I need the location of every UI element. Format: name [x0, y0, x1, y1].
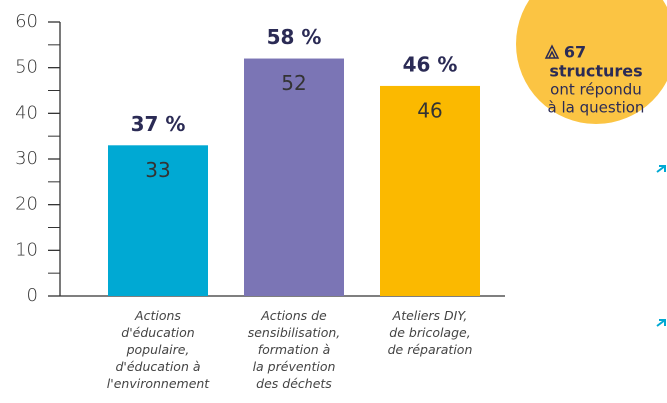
bar: [244, 58, 344, 297]
x-tick-label: Actions de sensibilisation, formation à la …: [248, 308, 341, 391]
x-tick-label: Ateliers DIY, de bricolage, de réparation: [388, 308, 473, 357]
x-tick-line: de bricolage,: [389, 325, 470, 340]
x-tick-line: des déchets: [256, 376, 332, 391]
x-tick-line: la prévention: [253, 359, 336, 374]
x-tick-line: Actions: [134, 308, 181, 323]
percent-label: 58 %: [267, 25, 322, 49]
x-tick-line: Actions de: [260, 308, 327, 323]
callout-count: 67: [564, 43, 586, 62]
callout-icon: [544, 44, 560, 59]
callout-line: à la question: [548, 99, 645, 117]
x-tick-line: d'éducation à: [115, 359, 200, 374]
x-tick-line: Ateliers DIY,: [392, 308, 468, 323]
callout-line: ont répondu: [550, 81, 642, 99]
x-tick-line: formation à: [258, 342, 331, 357]
arrow-icon: [656, 319, 666, 327]
y-tick-label: 50: [15, 57, 38, 78]
x-tick-label: Actions d'éducation populaire, d'éducation …: [107, 308, 211, 391]
x-tick-line: l'environnement: [107, 376, 211, 391]
y-tick-label: 60: [15, 11, 38, 32]
bar: [108, 145, 208, 296]
x-tick-line: de réparation: [388, 342, 473, 357]
y-tick-label: 40: [15, 102, 38, 123]
x-tick-line: d'éducation: [121, 325, 194, 340]
callout-line: structures: [549, 62, 642, 81]
y-tick-label: 10: [15, 239, 38, 260]
y-tick-label: 20: [15, 194, 38, 215]
x-tick-line: populaire,: [126, 342, 190, 357]
percent-label: 46 %: [403, 52, 458, 76]
y-tick-label: 0: [27, 285, 38, 306]
y-tick-label: 30: [15, 148, 38, 169]
value-label: 33: [145, 158, 170, 182]
percent-label: 37 %: [131, 112, 186, 136]
value-label: 46: [417, 98, 442, 122]
x-tick-line: sensibilisation,: [248, 325, 341, 340]
arrow-icon: [656, 165, 666, 173]
value-label: 52: [281, 71, 306, 95]
callout-circle: [516, 0, 667, 124]
bar: [380, 85, 480, 296]
